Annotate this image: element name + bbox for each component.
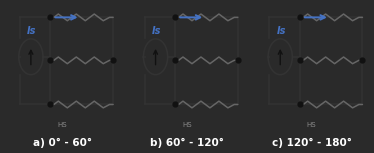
Text: Is: Is — [152, 26, 161, 36]
Text: a) 0° - 60°: a) 0° - 60° — [33, 138, 92, 148]
Text: Is: Is — [277, 26, 286, 36]
Text: Is: Is — [27, 26, 37, 36]
Text: b) 60° - 120°: b) 60° - 120° — [150, 138, 224, 148]
Text: HS: HS — [307, 122, 316, 128]
Text: c) 120° - 180°: c) 120° - 180° — [272, 138, 352, 148]
Text: HS: HS — [182, 122, 192, 128]
Text: HS: HS — [58, 122, 67, 128]
